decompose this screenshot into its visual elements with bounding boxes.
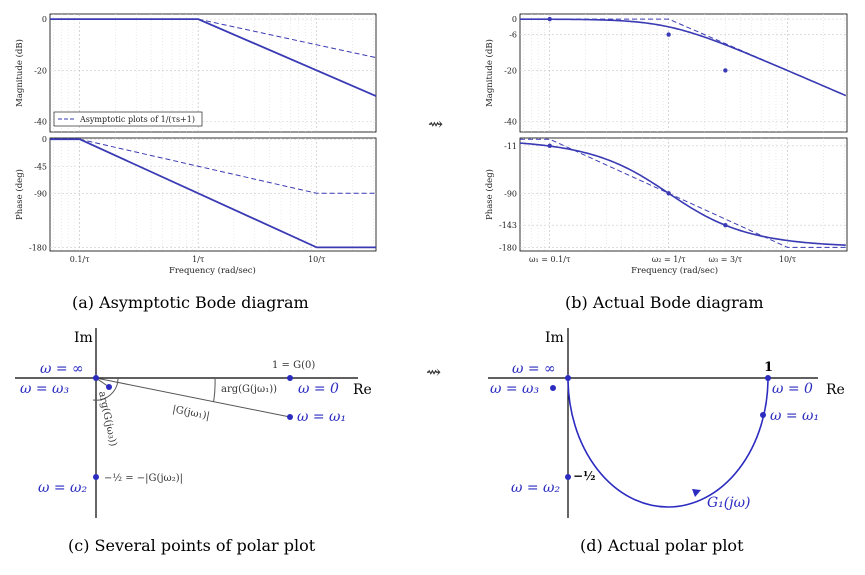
point-w1	[287, 414, 293, 420]
mag-point	[666, 32, 671, 37]
mag-tick-label: -6	[509, 31, 517, 40]
mag-point	[547, 16, 552, 22]
phase-tick-label: -180	[499, 243, 517, 252]
phase-asymptote-dashed	[79, 138, 376, 194]
im-label: Im	[74, 330, 93, 346]
point-w0	[765, 375, 771, 381]
label-w-inf: ω = ∞	[40, 361, 84, 377]
im-label: Im	[545, 330, 564, 346]
caption-a: (a) Asymptotic Bode diagram	[72, 293, 309, 312]
mag-tick-label: -20	[504, 66, 517, 75]
caption-d: (d) Actual polar plot	[580, 536, 744, 555]
label-w-inf: ω = ∞	[512, 361, 556, 377]
phase-tick-label: -90	[34, 189, 47, 198]
mag-asymptote-dashed	[198, 18, 377, 59]
x-tick-label: ω₁ = 0.1/τ	[529, 255, 571, 264]
label-w2: ω = ω₂	[511, 480, 560, 496]
mag-tick-label: -40	[34, 118, 47, 127]
mag-point	[723, 68, 728, 73]
arg3-arc	[92, 377, 119, 401]
mag-y-label: Magnitude (dB)	[484, 39, 495, 107]
polar-curve	[567, 377, 769, 508]
x-tick-label: ω₃ = 3/τ	[709, 255, 743, 264]
label-half: −½ = −|G(jω₂)|	[104, 473, 183, 484]
mag-y-label: Magnitude (dB)	[14, 39, 25, 107]
mag-tick-label: -20	[34, 66, 47, 75]
label-arg3: arg(G(jω₃))	[96, 390, 118, 447]
x-tick-label: 10/τ	[779, 255, 797, 264]
label-arg1: arg(G(jω₁))	[221, 384, 277, 395]
label-w1: ω = ω₁	[770, 408, 819, 424]
arrow-c-to-d: ⇝	[426, 362, 441, 383]
legend-box	[53, 111, 203, 127]
phase-actual-curve	[519, 142, 846, 246]
phase-point	[547, 143, 552, 149]
mag-tick-label: 0	[512, 15, 517, 24]
label-half: −½	[573, 469, 596, 483]
label-w1: ω = ω₁	[297, 409, 346, 425]
label-g0: 1 = G(0)	[272, 360, 315, 371]
point-w-inf	[565, 375, 571, 381]
panel-c-polar-points: Im Re ω = ∞ ω = ω₃ ω = 0 ω = ω₁ ω = ω₂ 1…	[15, 328, 372, 518]
magnitude-plot-frame	[519, 13, 848, 133]
x-axis-label: Frequency (rad/sec)	[631, 265, 718, 276]
x-tick-label: 0.1/τ	[70, 255, 90, 264]
point-w0	[287, 375, 293, 381]
point-w1	[760, 412, 766, 418]
phase-point	[666, 191, 671, 196]
phase-tick-label: -90	[504, 189, 517, 198]
x-tick-label: 10/τ	[308, 255, 326, 264]
label-w0: ω = 0	[298, 381, 339, 397]
x-tick-label: 1/τ	[192, 255, 205, 264]
mag-tick-label: 0	[42, 15, 47, 24]
panel-a-asymptotic-bode: 0 -20 -40 0 -45 -90 -180 0.1/τ 1/τ 10/τ Frequency …	[14, 13, 377, 276]
mag-actual-curve	[519, 18, 847, 97]
label-w2: ω = ω₂	[38, 480, 87, 496]
re-label: Re	[353, 382, 372, 398]
legend: Asymptotic plots of 1/(τs+1)	[53, 111, 203, 127]
phase-y-label: Phase (deg)	[14, 169, 25, 220]
phase-asymptote	[50, 138, 376, 249]
phase-tick-label: -143	[499, 221, 517, 230]
arrow-a-to-b: ⇝	[428, 114, 443, 135]
arg1-arc	[213, 377, 216, 403]
phase-point	[723, 222, 728, 228]
point-w2	[565, 474, 571, 480]
re-label: Re	[826, 382, 845, 398]
x-axis-label: Frequency (rad/sec)	[169, 265, 256, 276]
phase-y-label: Phase (deg)	[484, 169, 495, 220]
phase-tick-label: -11	[504, 142, 517, 151]
point-w3	[106, 384, 112, 390]
label-g1: G₁(jω)	[707, 495, 750, 511]
caption-c: (c) Several points of polar plot	[68, 536, 316, 555]
direction-arrow	[692, 489, 701, 497]
point-w3	[550, 385, 556, 391]
phase-tick-label: -45	[34, 162, 47, 171]
point-w-inf	[93, 375, 99, 381]
legend-label: Asymptotic plots of 1/(τs+1)	[79, 115, 195, 124]
phase-plot-frame	[519, 137, 848, 252]
phase-tick-label: 0	[42, 135, 47, 144]
label-one: 1	[764, 360, 773, 375]
panel-b-actual-bode: 0 -6 -20 -40 -11 -90 -143 -180 ω₁ = 0.1/τ ω₂ = 1/…	[484, 13, 848, 276]
label-w0: ω = 0	[772, 381, 813, 397]
panel-d-polar-plot: Im Re ω = ∞ ω = ω₃ ω = 0 ω = ω₁ ω = ω₂ 1…	[488, 328, 845, 518]
label-w3: ω = ω₃	[490, 381, 539, 397]
caption-b: (b) Actual Bode diagram	[565, 293, 764, 312]
point-w2	[93, 474, 99, 480]
phase-tick-label: -180	[29, 243, 47, 252]
label-w3: ω = ω₃	[20, 381, 69, 397]
mag-tick-label: -40	[504, 118, 517, 127]
x-tick-label: ω₂ = 1/τ	[652, 255, 686, 264]
label-mag1: |G(jω₁)|	[171, 404, 210, 422]
magnitude-line	[95, 377, 291, 418]
phase-plot-frame	[49, 137, 377, 252]
